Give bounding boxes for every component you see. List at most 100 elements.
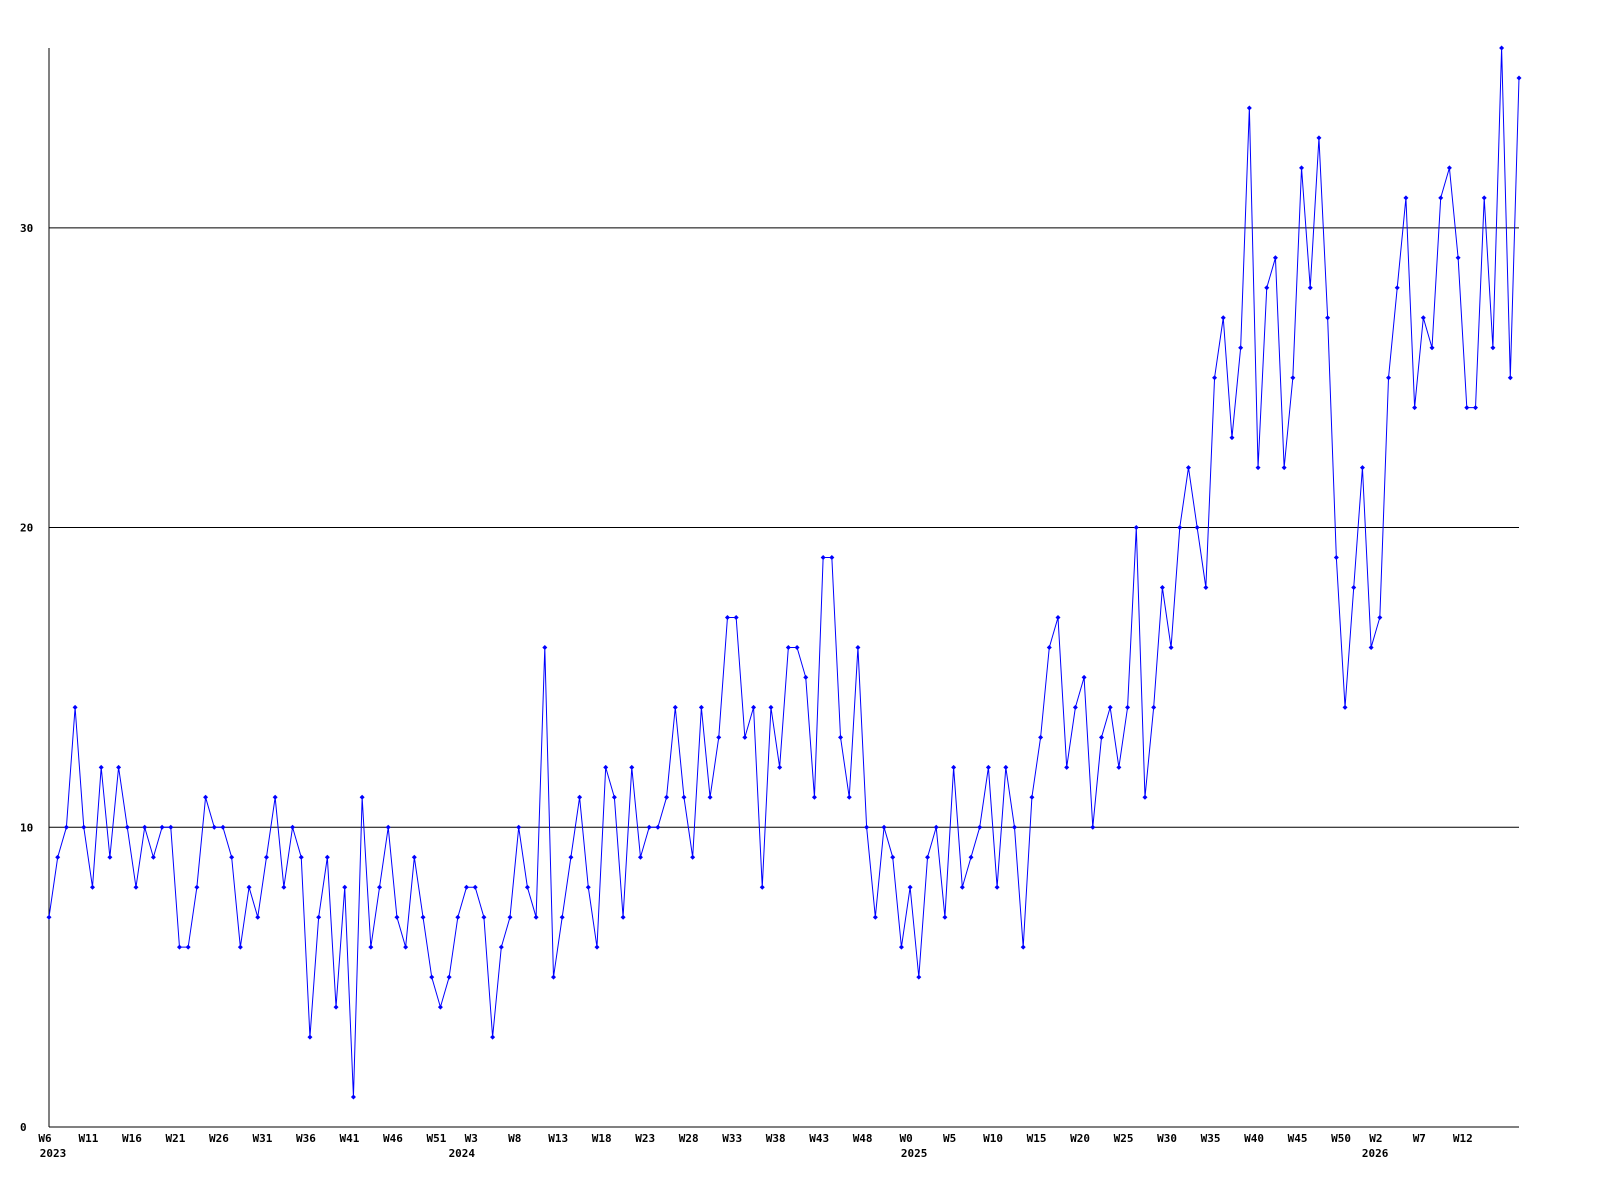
data-point	[1107, 704, 1113, 710]
data-point	[1255, 465, 1261, 471]
data-point	[472, 884, 478, 890]
data-point	[116, 764, 122, 770]
data-point	[72, 704, 78, 710]
data-point	[464, 884, 470, 890]
data-point	[803, 674, 809, 680]
data-point	[281, 884, 287, 890]
data-point	[707, 794, 713, 800]
x-tick-label: W16	[122, 1132, 142, 1145]
data-point	[498, 944, 504, 950]
x-tick-label: W23	[635, 1132, 655, 1145]
data-point	[1229, 435, 1235, 441]
data-point	[577, 794, 583, 800]
data-point	[1290, 375, 1296, 381]
y-tick-label: 20	[20, 522, 33, 535]
data-point	[681, 794, 687, 800]
data-point	[664, 794, 670, 800]
data-point	[385, 824, 391, 830]
data-point	[1386, 375, 1392, 381]
data-point	[1464, 405, 1470, 411]
data-point	[907, 884, 913, 890]
data-point	[1003, 764, 1009, 770]
x-tick-label: W36	[296, 1132, 316, 1145]
data-point	[1333, 555, 1339, 561]
data-point	[733, 614, 739, 620]
data-point	[124, 824, 130, 830]
data-point	[298, 854, 304, 860]
data-point	[350, 1094, 356, 1100]
data-point	[1194, 525, 1200, 531]
data-point	[1159, 585, 1165, 590]
data-point	[1098, 734, 1104, 740]
x-tick-label: W25	[1114, 1132, 1134, 1145]
year-label: 2025	[901, 1147, 928, 1160]
x-tick-label: W2	[1369, 1132, 1382, 1145]
data-point	[142, 824, 148, 830]
data-point	[1246, 105, 1252, 111]
year-label: 2023	[40, 1147, 67, 1160]
data-point	[220, 824, 226, 830]
data-point	[516, 824, 522, 830]
data-point	[81, 824, 87, 830]
x-tick-label: W6	[38, 1132, 52, 1145]
data-point	[1342, 704, 1348, 710]
data-point	[672, 704, 678, 710]
x-tick-label: W18	[592, 1132, 612, 1145]
data-point	[794, 644, 800, 650]
year-label: 2026	[1362, 1147, 1389, 1160]
data-point	[1446, 165, 1452, 171]
data-point	[811, 794, 817, 800]
x-tick-label: W38	[766, 1132, 786, 1145]
data-point	[968, 854, 974, 860]
data-point	[168, 824, 174, 830]
data-point	[1420, 315, 1426, 321]
y-tick-label: 30	[20, 222, 33, 235]
data-point	[742, 734, 748, 740]
data-point	[203, 794, 209, 800]
x-tick-label: W3	[465, 1132, 478, 1145]
data-point	[1046, 644, 1052, 650]
data-point	[324, 854, 330, 860]
x-tick-label: W15	[1027, 1132, 1047, 1145]
x-tick-label: W20	[1070, 1132, 1090, 1145]
data-point	[1473, 405, 1479, 411]
data-point	[1064, 764, 1070, 770]
data-point	[759, 884, 765, 890]
data-point	[542, 644, 548, 650]
data-point	[1316, 135, 1322, 141]
x-tick-label: W45	[1288, 1132, 1308, 1145]
data-point	[925, 854, 931, 860]
data-point	[359, 794, 365, 800]
x-tick-label: W11	[79, 1132, 99, 1145]
data-point	[255, 914, 261, 920]
x-tick-label: W33	[722, 1132, 742, 1145]
data-point	[63, 824, 69, 830]
data-point	[724, 614, 730, 620]
data-point	[377, 884, 383, 890]
data-point	[777, 764, 783, 770]
data-point	[290, 824, 296, 830]
data-point	[585, 884, 591, 890]
x-tick-label: W51	[426, 1132, 446, 1145]
x-tick-label: W28	[679, 1132, 699, 1145]
x-tick-label: W30	[1157, 1132, 1177, 1145]
x-tick-label: W41	[340, 1132, 360, 1145]
x-tick-label: W21	[166, 1132, 186, 1145]
data-point	[98, 764, 104, 770]
data-point	[133, 884, 139, 890]
data-point	[933, 824, 939, 830]
x-tick-label: W5	[943, 1132, 956, 1145]
x-tick-label: W13	[548, 1132, 568, 1145]
x-tick-label: W8	[508, 1132, 521, 1145]
x-tick-label: W7	[1413, 1132, 1426, 1145]
x-tick-label: W46	[383, 1132, 403, 1145]
data-point	[594, 944, 600, 950]
data-point	[1220, 315, 1226, 321]
x-tick-label: W26	[209, 1132, 229, 1145]
data-point	[1133, 525, 1139, 531]
data-point	[333, 1004, 339, 1010]
x-tick-label: W50	[1331, 1132, 1351, 1145]
x-tick-label: W48	[853, 1132, 873, 1145]
data-point	[1020, 944, 1026, 950]
